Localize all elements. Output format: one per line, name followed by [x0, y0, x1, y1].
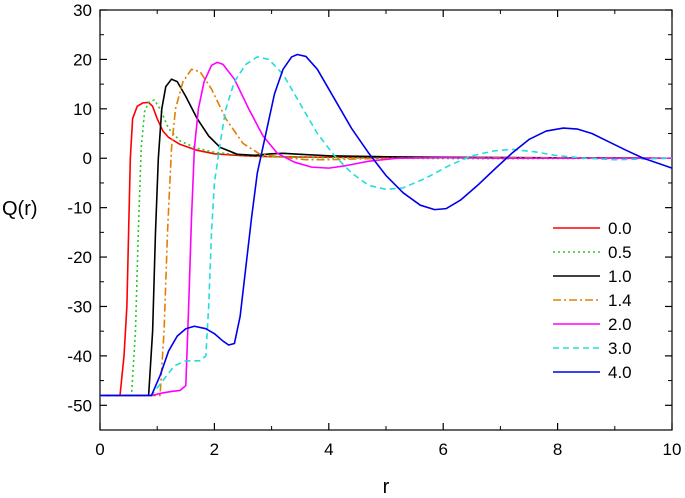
series-lines — [100, 53, 673, 397]
series-line-0.5 — [100, 99, 673, 397]
y-axis-label: Q(r) — [2, 198, 38, 220]
x-tick-label: 8 — [553, 440, 562, 459]
series-line-3.0 — [100, 56, 673, 397]
y-tick-label: -20 — [67, 248, 92, 267]
y-tick-label: 30 — [73, 1, 92, 20]
y-tick-label: 10 — [73, 100, 92, 119]
legend-label: 0.0 — [608, 219, 632, 238]
series-line-4.0 — [100, 53, 673, 397]
y-tick-label: -30 — [67, 297, 92, 316]
series-line-2.0 — [100, 61, 672, 397]
x-tick-label: 6 — [438, 440, 447, 459]
x-tick-label: 10 — [663, 440, 682, 459]
x-axis-label: r — [383, 476, 390, 498]
series-line-1.0 — [100, 78, 673, 397]
y-tick-label: 0 — [83, 149, 92, 168]
y-tick-label: -50 — [67, 396, 92, 415]
x-tick-label: 2 — [210, 440, 219, 459]
y-tick-label: -10 — [67, 199, 92, 218]
series-line-0.0 — [100, 101, 673, 397]
legend-label: 2.0 — [608, 315, 632, 334]
legend-label: 1.0 — [608, 267, 632, 286]
legend-label: 4.0 — [608, 363, 632, 382]
x-tick-label: 0 — [95, 440, 104, 459]
legend-label: 1.4 — [608, 291, 632, 310]
tick-labels: 0 2 4 6 8 10 -50 -40 -30 -20 -10 0 10 20 30 — [67, 1, 681, 459]
series-line-1.4 — [100, 68, 673, 397]
y-tick-label: -40 — [67, 347, 92, 366]
legend-label: 3.0 — [608, 339, 632, 358]
legend-label: 0.5 — [608, 243, 632, 262]
x-tick-label: 4 — [324, 440, 333, 459]
axes — [99, 9, 673, 431]
y-tick-label: 20 — [73, 50, 92, 69]
legend: 0.0 0.5 1.0 1.4 2.0 3.0 4.0 — [553, 219, 632, 382]
